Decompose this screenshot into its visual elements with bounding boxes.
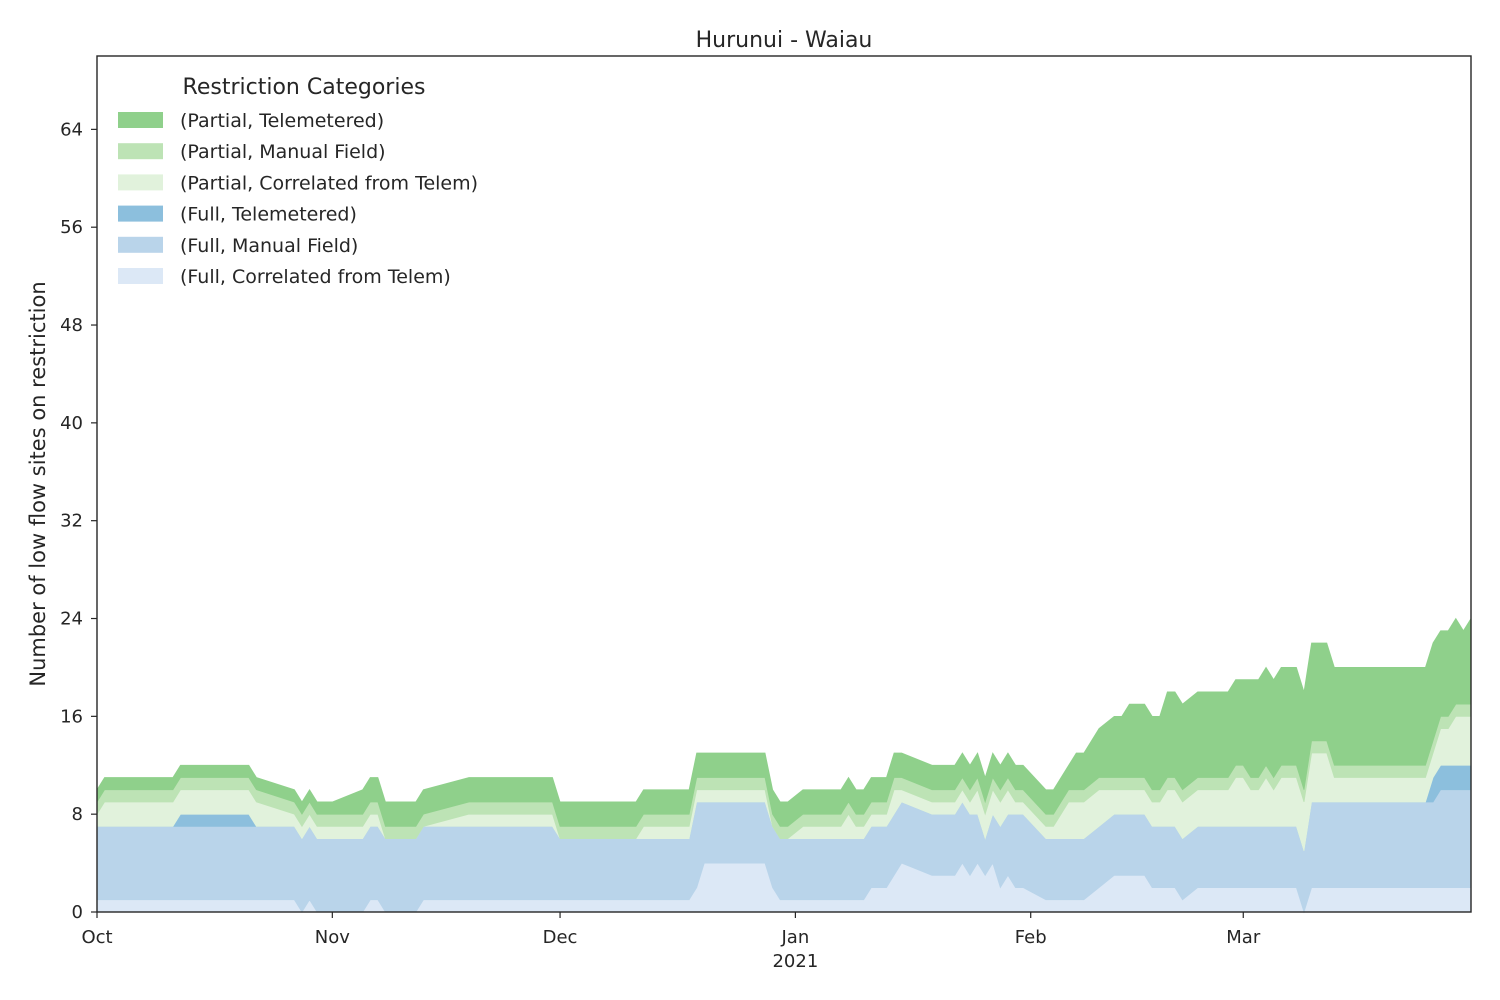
plot-frame xyxy=(96,55,1472,913)
legend: Restriction Categories (Partial, Telemet… xyxy=(118,75,478,288)
y-tick-label: 16 xyxy=(60,706,83,727)
y-tick-label: 0 xyxy=(72,902,83,923)
y-tick-label: 8 xyxy=(72,804,83,825)
y-tick-label: 40 xyxy=(60,413,83,434)
legend-label: (Full, Manual Field) xyxy=(180,235,358,257)
y-axis-label: Number of low flow sites on restriction xyxy=(26,281,50,686)
area-series-group xyxy=(96,617,1472,914)
chart-title: Hurunui - Waiau xyxy=(696,28,873,53)
y-tick-label: 56 xyxy=(60,217,83,238)
legend-title: Restriction Categories xyxy=(183,75,426,100)
legend-label: (Full, Correlated from Telem) xyxy=(180,266,451,288)
legend-label: (Full, Telemetered) xyxy=(180,204,357,226)
x-tick-label: Feb xyxy=(1015,927,1047,948)
x-axis-ticks: Oct Nov Dec Jan 2021 Feb Mar xyxy=(81,912,1261,972)
legend-swatch xyxy=(118,112,163,128)
x-tick-label: Nov xyxy=(315,927,350,948)
x-tick-label: Dec xyxy=(543,927,578,948)
legend-swatch xyxy=(118,143,163,160)
x-tick-year-label: 2021 xyxy=(772,951,818,972)
y-axis-ticks: 0 8 16 24 32 40 48 56 64 xyxy=(60,119,97,923)
legend-swatch xyxy=(118,205,163,222)
legend-swatch xyxy=(118,236,163,253)
legend-label: (Partial, Telemetered) xyxy=(180,110,384,132)
legend-swatch xyxy=(118,174,163,191)
legend-label: (Partial, Manual Field) xyxy=(180,141,386,163)
x-tick-label: Jan xyxy=(781,927,810,948)
x-tick-label: Oct xyxy=(81,927,112,948)
y-tick-label: 32 xyxy=(60,511,83,532)
y-tick-label: 64 xyxy=(60,119,83,140)
x-tick-label: Mar xyxy=(1226,927,1261,948)
legend-swatch xyxy=(118,268,163,284)
y-tick-label: 48 xyxy=(60,315,83,336)
y-tick-label: 24 xyxy=(60,609,83,630)
legend-label: (Partial, Correlated from Telem) xyxy=(180,172,478,194)
